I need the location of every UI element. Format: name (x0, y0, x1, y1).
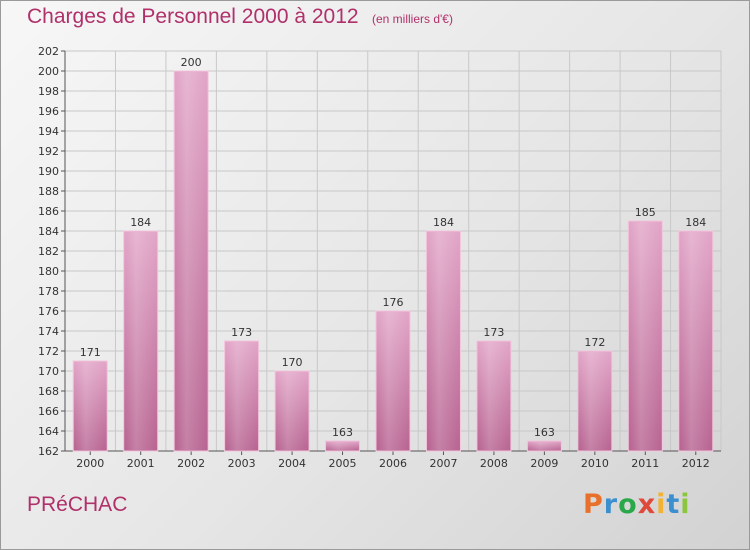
logo-letter: o (618, 489, 638, 520)
y-tick-label: 168 (38, 385, 59, 398)
bar-highlight (327, 442, 358, 450)
x-tick-label-2003: 2003 (228, 457, 256, 470)
y-tick-label: 202 (38, 45, 59, 58)
value-label-2012: 184 (685, 216, 706, 229)
x-tick-label-2011: 2011 (631, 457, 659, 470)
bar-highlight (176, 72, 207, 450)
x-tick-label-2000: 2000 (76, 457, 104, 470)
value-label-2006: 176 (383, 296, 404, 309)
value-label-2002: 200 (181, 56, 202, 69)
y-tick-label: 186 (38, 205, 59, 218)
bars (72, 70, 714, 452)
x-tick-label-2001: 2001 (127, 457, 155, 470)
bar-highlight (529, 442, 560, 450)
logo-letter: t (666, 489, 681, 520)
bar-highlight (277, 372, 308, 450)
x-tick-label-2002: 2002 (177, 457, 205, 470)
bar-highlight (378, 312, 408, 450)
y-tick-label: 200 (38, 65, 59, 78)
value-label-2003: 173 (231, 326, 252, 339)
bar-highlight (630, 222, 661, 450)
y-tick-label: 162 (38, 445, 59, 458)
value-label-2005: 163 (332, 426, 353, 439)
y-tick-label: 196 (38, 105, 59, 118)
commune-name: PRéCHAC (27, 493, 128, 516)
x-tick-label-2005: 2005 (329, 457, 357, 470)
y-tick-label: 170 (38, 365, 59, 378)
y-tick-label: 172 (38, 345, 59, 358)
logo-letter: i (680, 489, 691, 520)
value-label-2010: 172 (584, 336, 605, 349)
x-tick-label-2009: 2009 (530, 457, 558, 470)
y-tick-label: 178 (38, 285, 59, 298)
x-tick-label-2008: 2008 (480, 457, 508, 470)
bar-highlight (478, 342, 509, 450)
y-tick-label: 164 (38, 425, 59, 438)
bar-highlight (579, 352, 610, 450)
value-label-2000: 171 (80, 346, 101, 359)
bar-highlight (428, 232, 459, 450)
y-tick-label: 180 (38, 265, 59, 278)
y-tick-label: 174 (38, 325, 59, 338)
proxiti-logo: Proxiti (583, 489, 691, 520)
labels: 162 164 166 168 170 172 174 176 178 180 182 184 186 1… (38, 45, 710, 470)
logo-letter: x (637, 489, 657, 520)
bar-highlight (226, 342, 257, 450)
y-tick-label: 194 (38, 125, 59, 138)
x-tick-label-2006: 2006 (379, 457, 407, 470)
y-tick-label: 190 (38, 165, 59, 178)
y-tick-label: 192 (38, 145, 59, 158)
y-tick-label: 184 (38, 225, 59, 238)
x-tick-label-2004: 2004 (278, 457, 306, 470)
value-label-2008: 173 (483, 326, 504, 339)
logo-letter: r (603, 489, 619, 520)
bar-highlight (125, 232, 156, 450)
y-tick-label: 198 (38, 85, 59, 98)
value-label-2009: 163 (534, 426, 555, 439)
x-tick-label-2012: 2012 (682, 457, 710, 470)
value-label-2004: 170 (282, 356, 303, 369)
y-tick-label: 182 (38, 245, 59, 258)
logo-letter: P (583, 489, 604, 520)
bar-highlight (75, 362, 106, 450)
x-tick-label-2007: 2007 (429, 457, 457, 470)
x-tick-label-2010: 2010 (581, 457, 609, 470)
y-tick-label: 166 (38, 405, 59, 418)
logo-letter: i (656, 489, 667, 520)
chart-subtitle: (en milliers d'€) (372, 12, 453, 26)
value-label-2011: 185 (635, 206, 656, 219)
chart-title: Charges de Personnel 2000 à 2012 (27, 5, 359, 28)
value-label-2007: 184 (433, 216, 454, 229)
y-tick-label: 176 (38, 305, 59, 318)
y-tick-label: 188 (38, 185, 59, 198)
bar-highlight (680, 232, 711, 450)
value-label-2001: 184 (130, 216, 151, 229)
